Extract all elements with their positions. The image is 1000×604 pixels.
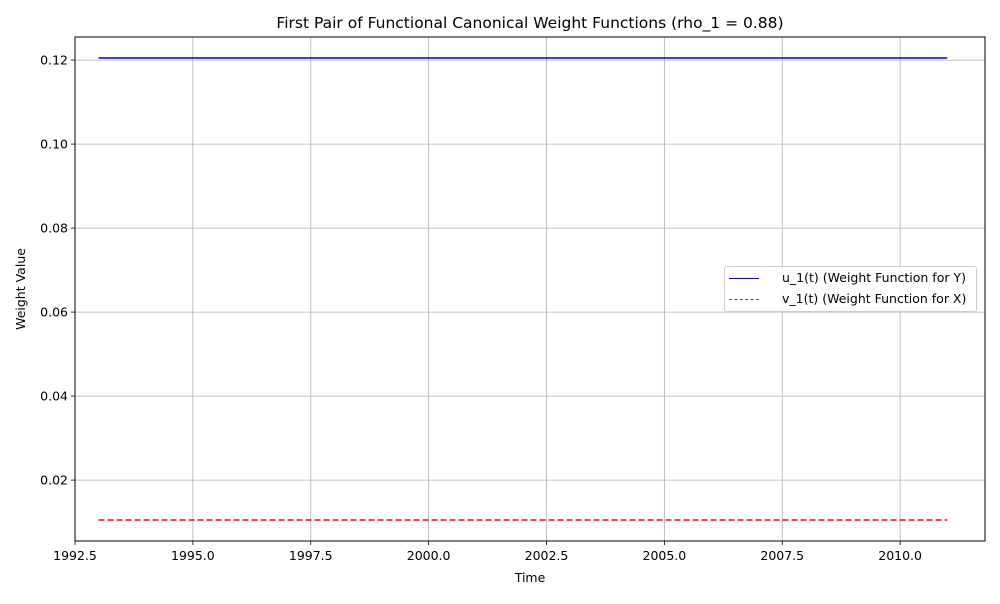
series-lines (98, 57, 948, 521)
x-tick-label: 1995.0 (171, 548, 215, 563)
y-tick-label: 0.12 (40, 53, 68, 68)
chart-title: First Pair of Functional Canonical Weigh… (276, 14, 783, 33)
grid (74, 37, 985, 541)
legend-item-u1: u_1(t) (Weight Function for Y) (725, 268, 976, 288)
x-tick-label: 2000.0 (407, 548, 451, 563)
x-tick-label: 2010.0 (878, 548, 922, 563)
y-axis-ticks: 0.02 0.04 0.06 0.08 0.10 0.12 (40, 53, 75, 488)
legend-item-v1: v_1(t) (Weight Function for X) (725, 289, 976, 309)
legend: u_1(t) (Weight Function for Y) v_1(t) (W… (724, 266, 977, 312)
legend-swatch-v1 (729, 299, 759, 300)
x-axis-ticks: 1992.5 1995.0 1997.5 2000.0 2002.5 2005.0 2007… (53, 541, 922, 563)
x-tick-label: 1992.5 (53, 548, 97, 563)
y-tick-label: 0.04 (40, 389, 68, 404)
x-tick-label: 2002.5 (525, 548, 569, 563)
y-tick-label: 0.08 (40, 221, 68, 236)
x-axis-label: Time (514, 570, 546, 585)
legend-label-v1: v_1(t) (Weight Function for X) (782, 291, 967, 306)
legend-label-u1: u_1(t) (Weight Function for Y) (782, 270, 966, 285)
y-tick-label: 0.06 (40, 305, 68, 320)
legend-swatch-u1 (729, 278, 759, 279)
y-tick-label: 0.02 (40, 473, 68, 488)
plot-frame (74, 36, 986, 542)
y-tick-label: 0.10 (40, 137, 68, 152)
x-tick-label: 2005.0 (643, 548, 687, 563)
x-tick-label: 2007.5 (760, 548, 804, 563)
x-tick-label: 1997.5 (289, 548, 333, 563)
y-axis-label: Weight Value (13, 248, 28, 330)
